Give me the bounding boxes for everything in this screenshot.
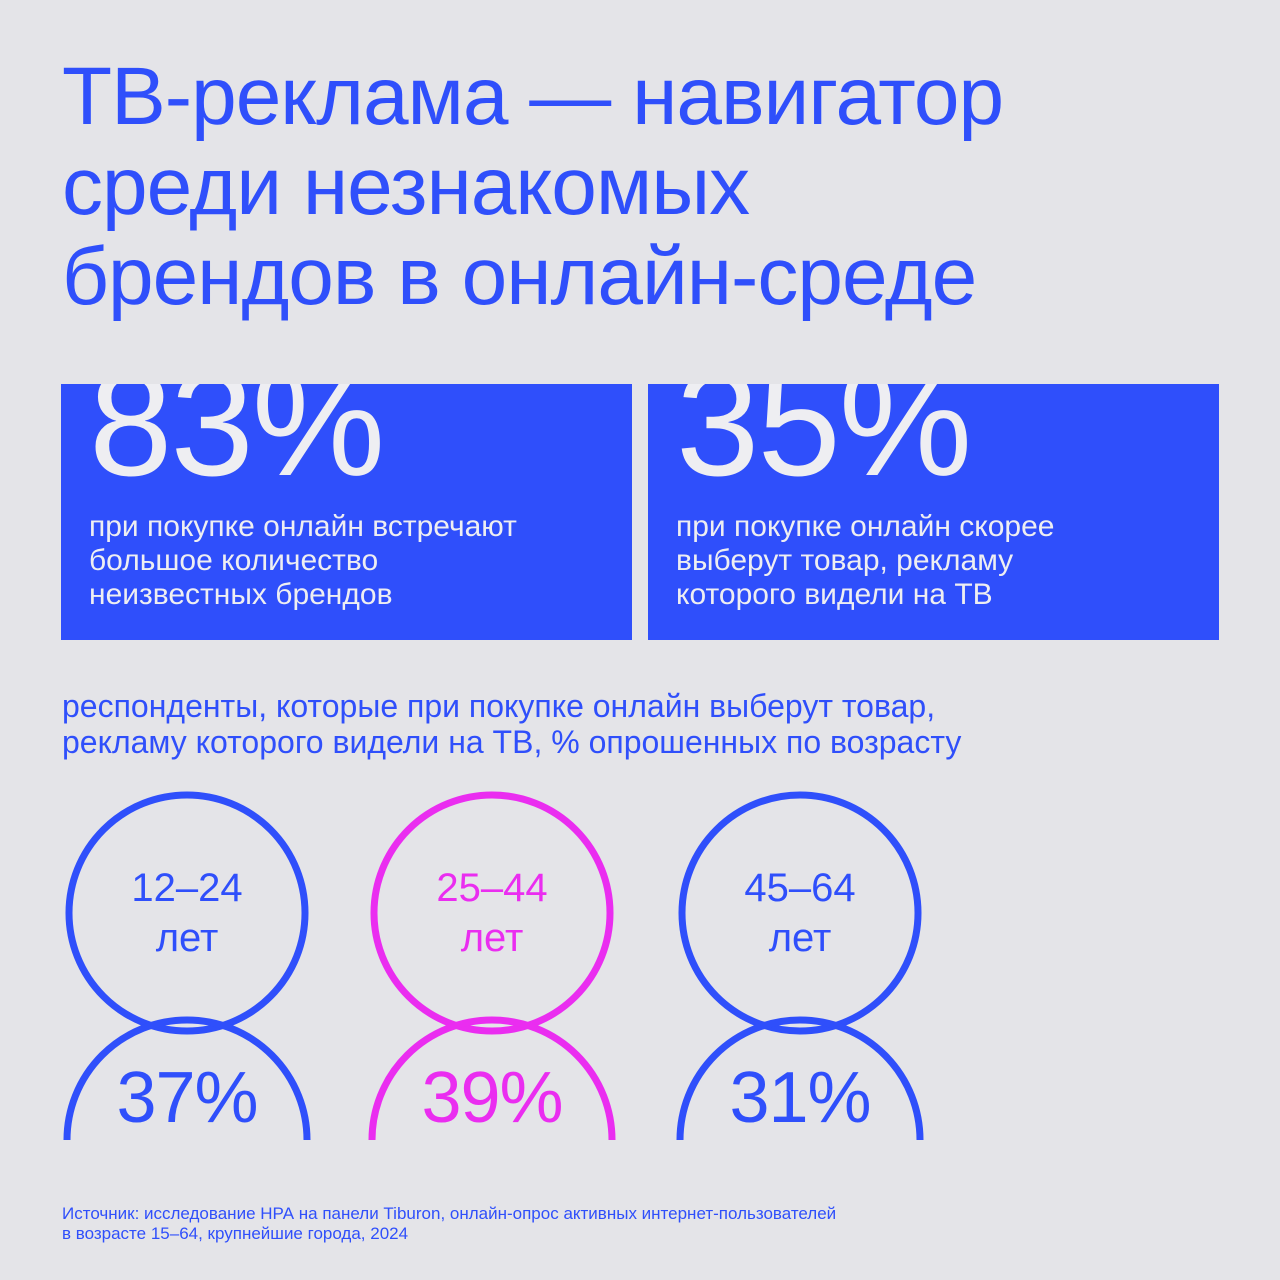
chart-subtitle-line: респонденты, которые при покупке онлайн … (62, 688, 936, 724)
value-label: 37% (116, 1058, 258, 1138)
chart-subtitle: респонденты, которые при покупке онлайн … (62, 688, 1222, 760)
stat-value: 83% (89, 384, 385, 507)
age-group-label: 12–24 лет (69, 863, 305, 963)
value-arc (676, 1016, 924, 1141)
chart-subtitle-line: рекламу которого видели на ТВ, % опрошен… (62, 724, 962, 760)
title-line: среди незнакомых (62, 141, 750, 232)
age-range: 25–44 (436, 866, 548, 910)
age-range: 45–64 (744, 866, 856, 910)
stat-description-line: выберут товар, рекламу (676, 544, 1014, 577)
value-label: 39% (421, 1058, 563, 1138)
stat-description: при покупке онлайн встречают большое кол… (89, 510, 619, 612)
source-note: Источник: исследование НРА на панели Tib… (62, 1204, 1222, 1244)
title-line: брендов в онлайн-среде (62, 231, 977, 322)
age-circle (678, 791, 922, 1035)
stat-value: 35% (676, 384, 972, 507)
stat-description-line: при покупке онлайн встречают (89, 510, 517, 543)
age-unit: лет (768, 916, 832, 960)
stat-description-line: при покупке онлайн скорее (676, 510, 1055, 543)
age-circle (65, 791, 309, 1035)
stat-description-line: большое количество (89, 544, 379, 577)
value-label: 31% (729, 1058, 871, 1138)
stat-card-tv-ad-choice: 35% при покупке онлайн скорее выберут то… (648, 384, 1219, 640)
age-circle (370, 791, 614, 1035)
age-group-label: 25–44 лет (374, 863, 610, 963)
source-note-line: Источник: исследование НРА на панели Tib… (62, 1204, 837, 1223)
source-note-line: в возрасте 15–64, крупнейшие города, 202… (62, 1224, 409, 1243)
stat-description: при покупке онлайн скорее выберут товар,… (676, 510, 1206, 612)
stat-description-line: которого видели на ТВ (676, 578, 993, 611)
age-unit: лет (460, 916, 524, 960)
stat-description-line: неизвестных брендов (89, 578, 393, 611)
age-range: 12–24 (131, 866, 243, 910)
age-group-label: 45–64 лет (682, 863, 918, 963)
value-arc (368, 1016, 616, 1141)
title-line: ТВ-реклама — навигатор (62, 51, 1004, 142)
value-arc (63, 1016, 311, 1141)
age-unit: лет (155, 916, 219, 960)
stat-card-unknown-brands: 83% при покупке онлайн встречают большое… (61, 384, 632, 640)
page-title: ТВ-реклама — навигатор среди незнакомых … (62, 52, 1222, 322)
